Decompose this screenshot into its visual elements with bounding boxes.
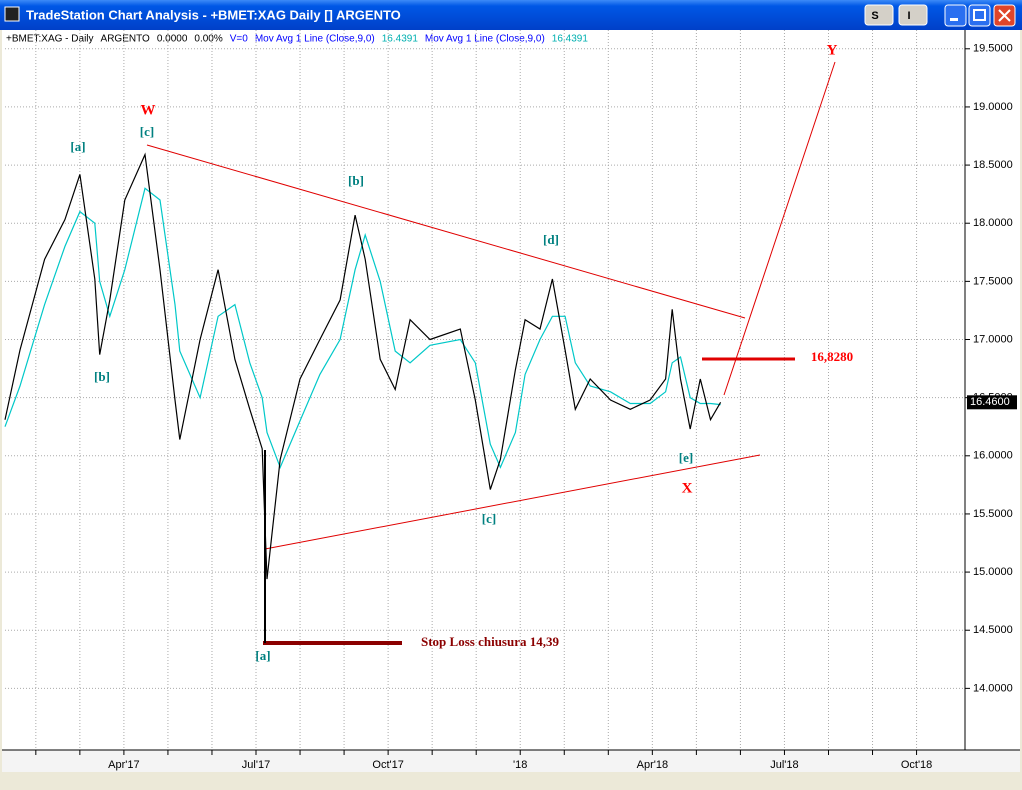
annotation: [a] xyxy=(70,139,85,154)
x-tick-label: Apr'18 xyxy=(637,759,668,771)
maximize-icon xyxy=(973,9,986,21)
y-tick-label: 19.5000 xyxy=(973,43,1013,55)
x-tick-label: Oct'18 xyxy=(901,759,932,771)
status-item: +BMET:XAG - Daily xyxy=(6,34,94,45)
y-tick-label: 16.0000 xyxy=(973,450,1013,462)
y-tick-label: 17.5000 xyxy=(973,275,1013,287)
scrollbar[interactable] xyxy=(2,772,1020,785)
status-item: ARGENTO xyxy=(101,34,150,45)
status-item: Mov Avg 1 Line (Close,9,0) xyxy=(255,34,375,45)
status-item: V=0 xyxy=(230,34,249,45)
annotation: [a] xyxy=(255,648,270,663)
status-item: 0.00% xyxy=(194,34,222,45)
annotation: 16,8280 xyxy=(811,349,853,364)
annotation: [c] xyxy=(482,511,496,526)
annotation: Stop Loss chiusura 14,39 xyxy=(421,634,559,649)
s-button[interactable] xyxy=(864,4,894,26)
annotation: [c] xyxy=(140,124,154,139)
x-tick-label: '18 xyxy=(513,759,527,771)
x-tick-label: Jul'18 xyxy=(770,759,798,771)
drawn-line xyxy=(723,61,836,396)
annotation: [b] xyxy=(348,173,364,188)
window-title: TradeStation Chart Analysis - +BMET:XAG … xyxy=(26,7,401,22)
y-tick-label: 17.0000 xyxy=(973,333,1013,345)
status-item: 0.0000 xyxy=(157,34,188,45)
x-tick-label: Jul'17 xyxy=(242,759,270,771)
drawn-line xyxy=(264,454,761,550)
status-item: Mov Avg 1 Line (Close,9,0) xyxy=(425,34,545,45)
app-icon xyxy=(4,6,20,22)
x-tick-label: Oct'17 xyxy=(372,759,403,771)
status-item: 16.4391 xyxy=(552,34,589,45)
series-line xyxy=(4,187,721,470)
minimize-button[interactable] xyxy=(944,4,967,27)
drawn-line xyxy=(146,144,746,319)
i-button[interactable] xyxy=(898,4,928,26)
chart-area xyxy=(2,30,1020,785)
s-button-label[interactable]: S xyxy=(871,10,878,22)
annotation: [d] xyxy=(543,232,559,247)
x-tick-label: Apr'17 xyxy=(108,759,139,771)
status-line: +BMET:XAG - Daily ARGENTO 0.0000 0.00% V=0 Mo… xyxy=(6,34,588,45)
close-icon xyxy=(998,9,1011,22)
y-tick-label: 19.0000 xyxy=(973,101,1013,113)
y-tick-label: 14.0000 xyxy=(973,682,1013,694)
status-item: 16.4391 xyxy=(382,34,419,45)
annotation: X xyxy=(682,480,693,496)
minimize-icon xyxy=(950,18,958,21)
annotation: Y xyxy=(827,42,838,58)
series-line xyxy=(4,152,722,580)
y-tick-label: 18.5000 xyxy=(973,159,1013,171)
y-tick-label: 15.5000 xyxy=(973,508,1013,520)
y-tick-label: 15.0000 xyxy=(973,566,1013,578)
y-tick-label: 14.5000 xyxy=(973,624,1013,636)
annotation: W xyxy=(141,102,156,118)
maximize-button[interactable] xyxy=(968,4,991,27)
title-bar xyxy=(0,0,1022,30)
annotation: [b] xyxy=(94,369,110,384)
annotation: [e] xyxy=(679,450,693,465)
y-tick-label: 18.0000 xyxy=(973,217,1013,229)
i-button-label[interactable]: I xyxy=(907,10,910,22)
last-price-box xyxy=(967,395,1017,410)
last-price-label: 16.4600 xyxy=(970,396,1010,408)
